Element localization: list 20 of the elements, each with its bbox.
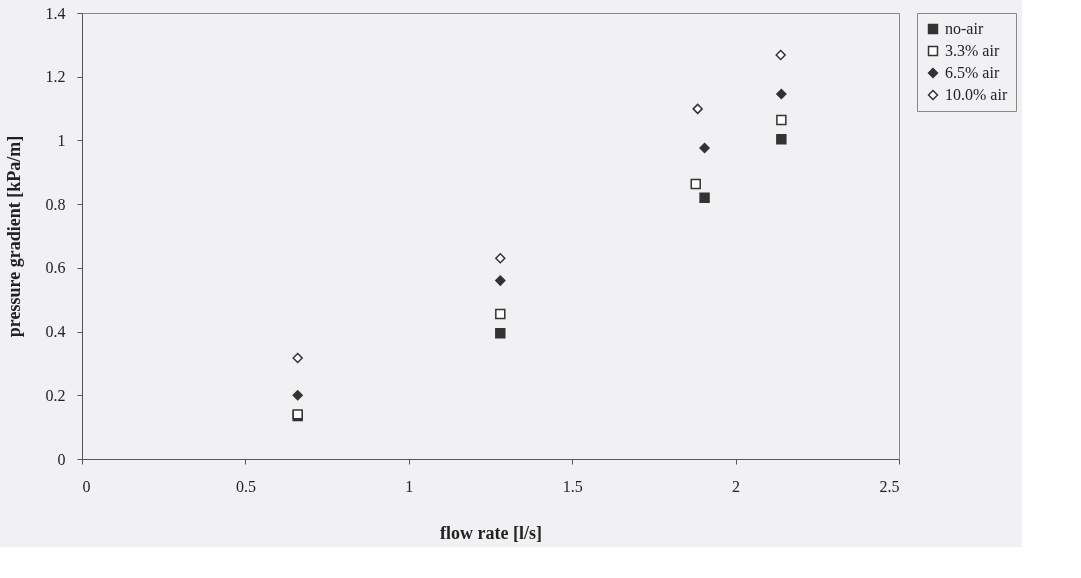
y-tick-label: 0.4 [45, 323, 66, 341]
legend-label: 3.3% air [945, 42, 1000, 59]
y-tick-label: 0 [57, 450, 66, 468]
x-tick-label: 2.5 [879, 477, 900, 495]
legend-label: 6.5% air [945, 64, 1000, 81]
x-tick-label: 0 [82, 477, 91, 495]
y-tick-label: 1 [57, 131, 66, 149]
x-tick-label: 1 [405, 477, 414, 495]
legend-label: no-air [945, 20, 984, 37]
x-tick-label: 0.5 [235, 477, 256, 495]
y-tick-label: 0.2 [45, 386, 66, 404]
y-tick-label: 0.6 [45, 259, 66, 277]
legend-label: 10.0% air [945, 86, 1008, 103]
x-tick-label: 2 [732, 477, 741, 495]
y-tick-label: 1.2 [45, 68, 66, 86]
x-tick-label: 1.5 [562, 477, 583, 495]
y-axis-title: pressure gradient [kPa/m] [3, 135, 24, 338]
x-axis-title: flow rate [l/s] [440, 522, 542, 543]
y-tick-label: 1.4 [45, 4, 66, 22]
y-tick-label: 0.8 [45, 195, 66, 213]
